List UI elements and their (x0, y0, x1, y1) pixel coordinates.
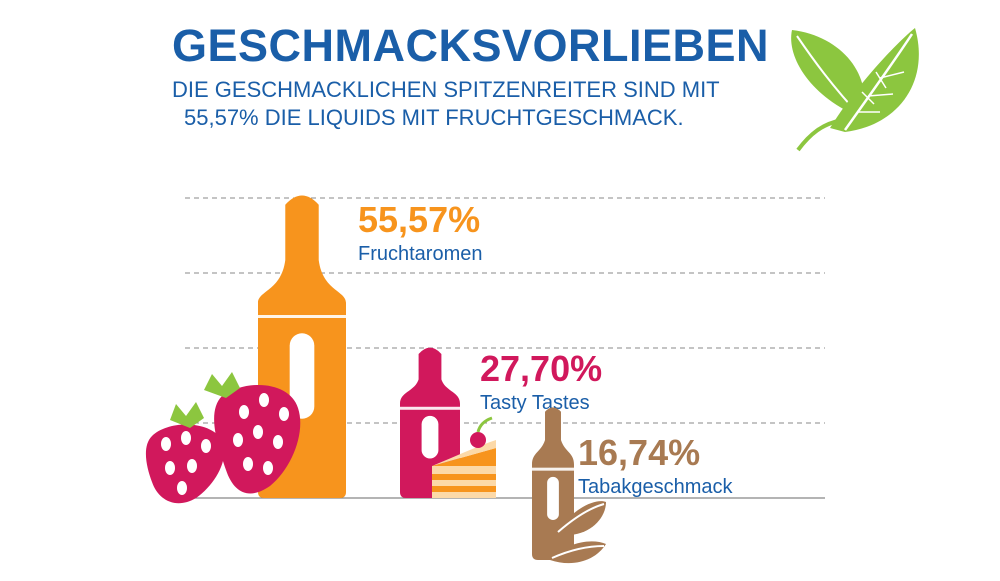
bar-neck-line (532, 467, 574, 471)
bar-neck-line (400, 406, 460, 410)
value-label: 16,74% (578, 432, 700, 473)
subtitle-line-2: 55,57% DIE LIQUIDS MIT FRUCHTGESCHMACK. (184, 105, 684, 130)
tobacco-leaf-icon (550, 501, 606, 564)
subtitle-line-1: DIE GESCHMACKLICHEN SPITZENREITER SIND M… (172, 77, 720, 102)
bar-window (421, 415, 439, 459)
bar-window (289, 333, 315, 419)
value-label: 55,57% (358, 199, 480, 240)
leaf-icon (791, 28, 919, 152)
bar-2 (400, 347, 460, 498)
strawberry-icon (145, 372, 301, 504)
value-label: 27,70% (480, 348, 602, 389)
category-label: Tasty Tastes (480, 392, 590, 414)
bar-3 (532, 407, 574, 560)
gridlines (185, 197, 825, 424)
category-label: Tabakgeschmack (578, 476, 734, 498)
page-title: GESCHMACKSVORLIEBEN (172, 20, 770, 71)
cake-icon (432, 416, 496, 498)
bar-neck-line (258, 315, 346, 318)
category-label: Fruchtaromen (358, 243, 483, 265)
bar-window (547, 476, 559, 520)
page-subtitle: DIE GESCHMACKLICHEN SPITZENREITER SIND M… (172, 76, 720, 132)
